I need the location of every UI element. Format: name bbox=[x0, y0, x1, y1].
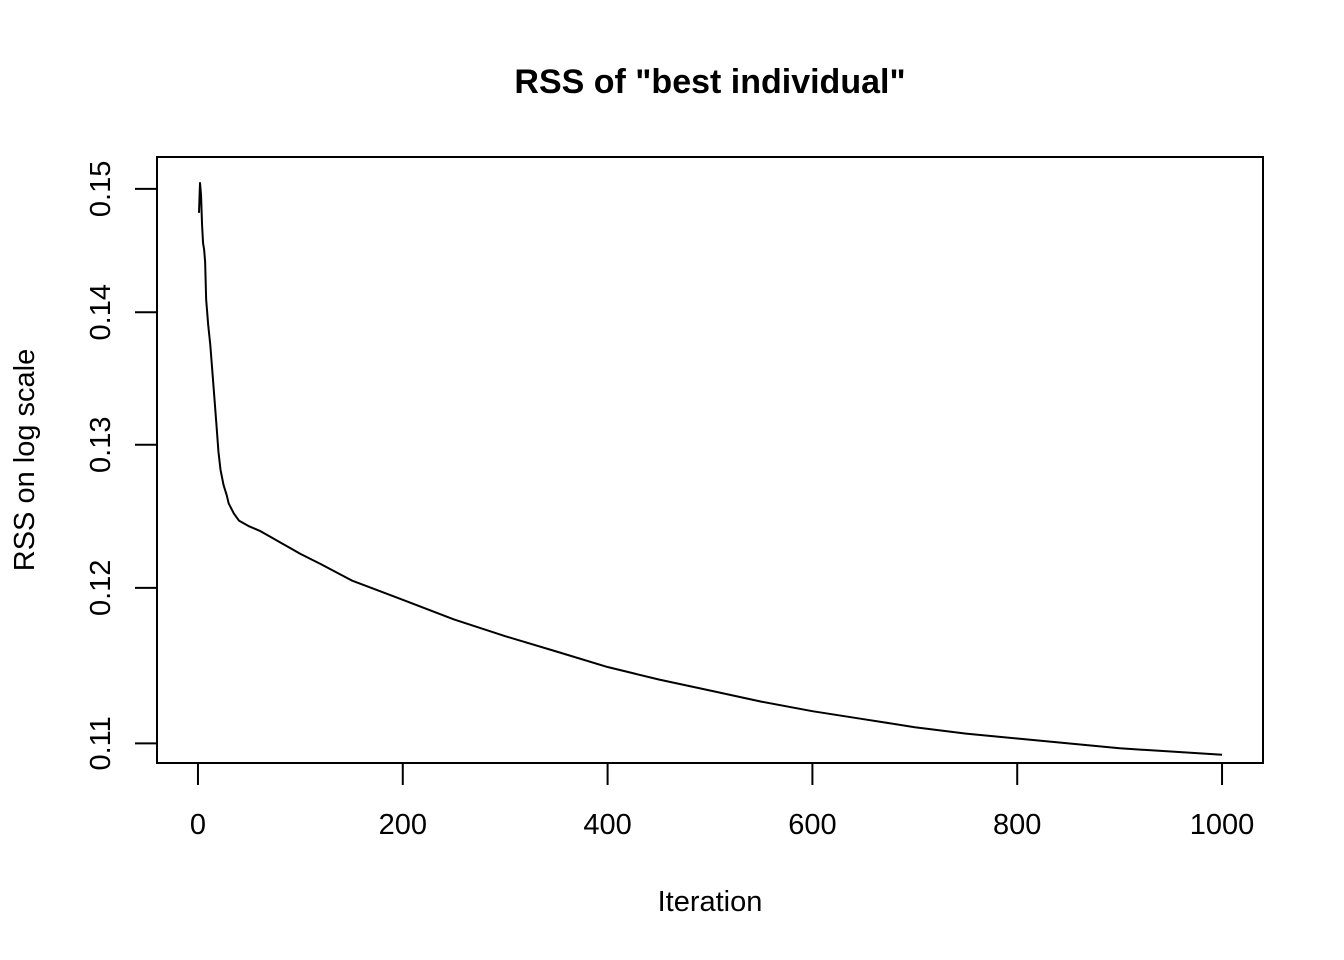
y-tick-label: 0.12 bbox=[85, 560, 117, 616]
x-tick-label: 600 bbox=[788, 809, 836, 841]
y-tick-label: 0.14 bbox=[85, 284, 117, 340]
y-tick-label: 0.13 bbox=[85, 417, 117, 473]
x-tick-label: 200 bbox=[379, 809, 427, 841]
y-tick-label: 0.11 bbox=[85, 716, 117, 770]
x-tick-label: 800 bbox=[993, 809, 1041, 841]
series-line-1 bbox=[197, 181, 1223, 756]
series-group bbox=[197, 181, 1223, 756]
plot-frame bbox=[156, 156, 1264, 764]
y-axis-label: RSS on log scale bbox=[9, 349, 41, 571]
y-tick-label: 0.15 bbox=[85, 161, 117, 217]
x-axis-label: Iteration bbox=[658, 886, 763, 918]
x-tick-label: 1000 bbox=[1190, 809, 1255, 841]
x-tick-label: 0 bbox=[190, 809, 206, 841]
y-axis: 0.11 0.12 0.13 0.14 0.15 bbox=[85, 161, 158, 771]
x-axis: 0 200 400 600 800 1000 bbox=[190, 762, 1255, 841]
chart-title: RSS of "best individual" bbox=[514, 63, 905, 101]
x-tick-label: 400 bbox=[583, 809, 631, 841]
